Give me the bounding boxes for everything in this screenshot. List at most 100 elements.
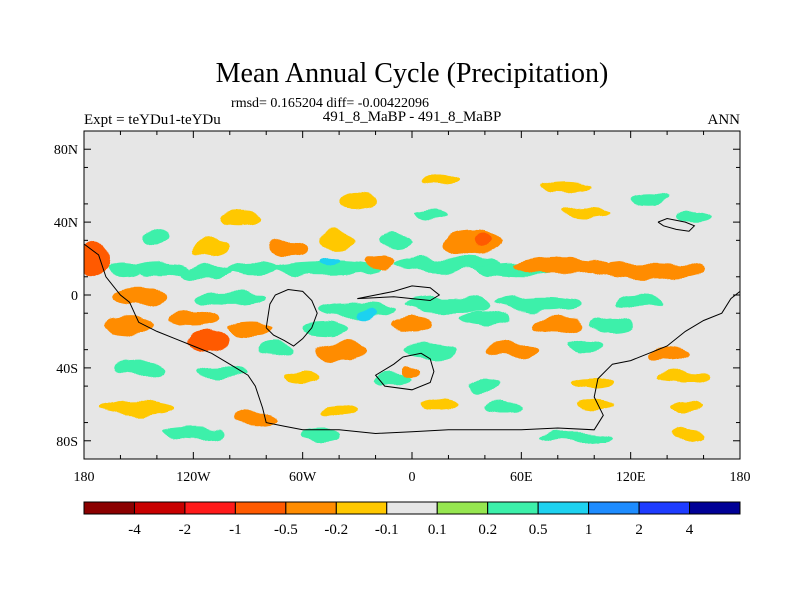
y-tick-label-2: 0 xyxy=(71,289,78,304)
field-36 xyxy=(229,320,274,336)
field-37 xyxy=(302,320,347,336)
x-tick-label-1: 120W xyxy=(176,470,211,485)
anomaly-fields xyxy=(84,176,711,443)
field-6 xyxy=(320,257,340,267)
field-55 xyxy=(659,371,711,383)
field-47 xyxy=(566,338,604,354)
field-25 xyxy=(541,180,593,192)
field-5 xyxy=(269,262,380,277)
center-label: 491_8_MaBP - 491_8_MaBP xyxy=(323,109,502,125)
colorbar: -4 -2 -1 -0.5 -0.2 -0.1 0.1 0.2 0.5 1 2 4 xyxy=(83,501,741,538)
colorbar-box-6 xyxy=(386,501,438,515)
field-35 xyxy=(167,311,219,327)
field-56 xyxy=(402,366,422,377)
field-15 xyxy=(322,231,356,250)
x-tick-label-2: 60W xyxy=(289,470,317,485)
coastline-4 xyxy=(657,217,696,232)
field-38 xyxy=(390,316,434,332)
left-label: Expt = teYDu1-teYDu xyxy=(84,112,221,128)
field-22 xyxy=(678,209,711,221)
y-axis: 80N 40N 0 40S 80S xyxy=(54,130,740,460)
colorbar-label-1: -2 xyxy=(179,522,192,538)
coastline-3 xyxy=(374,352,435,391)
colorbar-box-9 xyxy=(537,501,590,515)
colorbar-label-10: 2 xyxy=(635,522,643,538)
field-32 xyxy=(499,296,580,312)
colorbar-label-2: -1 xyxy=(229,522,242,538)
field-11 xyxy=(514,256,609,275)
x-tick-label-3: 0 xyxy=(409,470,416,485)
field-29 xyxy=(317,302,398,317)
y-tick-label-0: 80N xyxy=(54,143,78,158)
y-tick-label-3: 40S xyxy=(56,362,78,377)
field-19 xyxy=(217,211,261,226)
field-21 xyxy=(559,207,611,219)
colorbar-label-3: -0.5 xyxy=(274,522,298,538)
field-45 xyxy=(404,342,456,358)
right-label: ANN xyxy=(708,112,741,128)
field-7 xyxy=(393,256,504,272)
colorbar-box-12 xyxy=(689,501,741,515)
field-17 xyxy=(193,238,230,257)
field-53 xyxy=(466,380,504,392)
colorbar-label-6: 0.1 xyxy=(428,522,447,538)
field-65 xyxy=(302,428,340,439)
colorbar-box-11 xyxy=(638,501,691,515)
colorbar-box-1 xyxy=(133,501,186,515)
field-18 xyxy=(142,229,172,244)
field-14 xyxy=(269,238,307,257)
field-26 xyxy=(630,194,668,206)
x-tick-label-6: 180 xyxy=(730,470,751,485)
field-46 xyxy=(486,342,538,358)
field-63 xyxy=(667,402,704,414)
field-24 xyxy=(421,176,458,188)
coastline-1 xyxy=(265,288,318,347)
colorbar-box-5 xyxy=(335,501,388,515)
colorbar-box-8 xyxy=(487,501,539,515)
x-tick-label-5: 120E xyxy=(616,470,646,485)
field-13 xyxy=(364,254,394,270)
coastline-2 xyxy=(357,285,441,302)
colorbar-box-4 xyxy=(285,501,337,515)
colorbar-label-4: -0.2 xyxy=(324,522,348,538)
colorbar-box-7 xyxy=(436,501,489,515)
field-27 xyxy=(113,287,165,306)
coastline-0 xyxy=(84,243,740,435)
colorbar-box-0 xyxy=(83,501,135,515)
field-67 xyxy=(670,428,700,439)
field-23 xyxy=(339,192,376,208)
colorbar-box-10 xyxy=(588,501,640,515)
field-4 xyxy=(226,262,278,277)
field-30 xyxy=(357,308,376,318)
field-64 xyxy=(164,426,223,438)
chart-title: Mean Annual Cycle (Precipitation) xyxy=(216,58,609,89)
x-tick-label-4: 60E xyxy=(510,470,533,485)
field-28 xyxy=(193,291,267,306)
field-12 xyxy=(594,262,704,281)
y-tick-label-1: 40N xyxy=(54,216,78,231)
field-33 xyxy=(614,293,666,308)
x-tick-label-0: 180 xyxy=(74,470,95,485)
field-48 xyxy=(645,346,689,361)
field-57 xyxy=(102,400,176,416)
x-axis: 180 120W 60W 0 60E 120E 180 xyxy=(74,131,751,485)
coastlines xyxy=(84,217,740,435)
colorbar-label-11: 4 xyxy=(686,522,694,538)
colorbar-box-3 xyxy=(234,501,287,515)
y-tick-label-4: 80S xyxy=(56,435,78,450)
field-39 xyxy=(459,311,511,327)
field-16 xyxy=(379,233,416,248)
field-2 xyxy=(131,262,190,277)
colorbar-box-2 xyxy=(184,501,236,515)
field-60 xyxy=(421,398,458,410)
field-61 xyxy=(484,402,522,414)
field-50 xyxy=(195,366,247,377)
field-31 xyxy=(402,298,494,314)
field-42 xyxy=(186,329,230,352)
field-54 xyxy=(572,377,617,388)
field-51 xyxy=(284,371,321,387)
colorbar-label-0: -4 xyxy=(128,522,141,538)
colorbar-label-9: 1 xyxy=(585,522,593,538)
field-49 xyxy=(113,360,165,376)
